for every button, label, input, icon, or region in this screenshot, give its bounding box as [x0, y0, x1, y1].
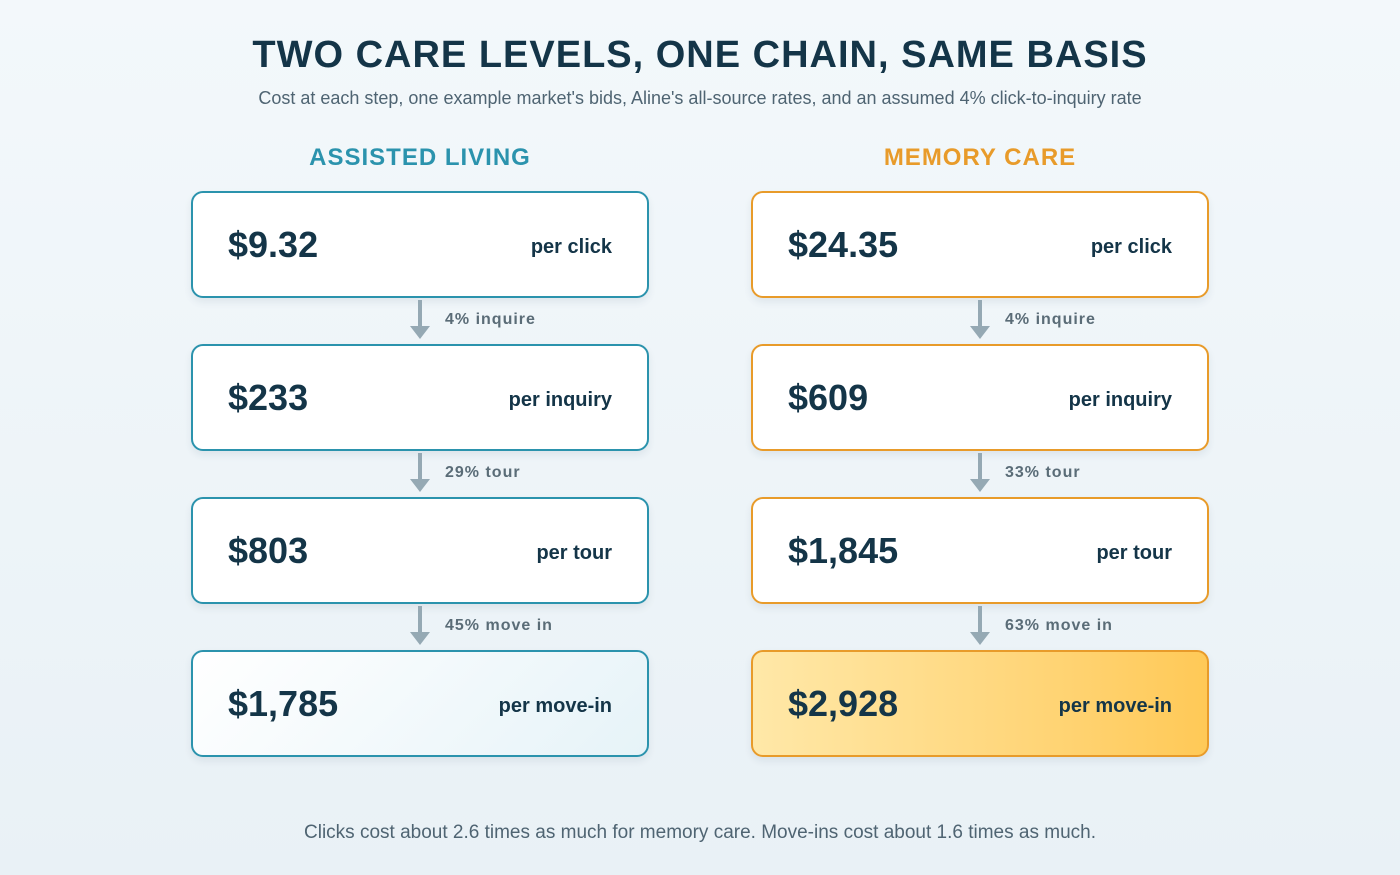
step-amount: $233: [228, 376, 309, 418]
arrow-down-icon: [970, 632, 990, 645]
al-step-card-per-move-in: $1,785 per move-in: [191, 650, 649, 757]
al-step-card-per-inquiry: $233 per inquiry: [191, 344, 649, 451]
column-header-assisted-living: ASSISTED LIVING: [309, 144, 531, 171]
mc-step-card-per-inquiry: $609 per inquiry: [751, 344, 1209, 451]
conversion-rate-label: 4% inquire: [445, 311, 536, 328]
step-amount: $1,845: [788, 529, 899, 571]
conversion-rate-label: 33% tour: [1005, 464, 1081, 481]
conversion-rate-label: 29% tour: [445, 464, 521, 481]
connector-line: [978, 453, 982, 481]
al-connector-inquire: 4% inquire: [191, 298, 649, 344]
chart-subtitle: Cost at each step, one example market's …: [258, 88, 1142, 108]
step-unit: per tour: [536, 542, 612, 564]
chart-title: TWO CARE LEVELS, ONE CHAIN, SAME BASIS: [252, 34, 1148, 76]
memory-care-steps: $24.35 per click 4% inquire $609 per inq…: [751, 191, 1209, 757]
connector-line: [418, 453, 422, 481]
mc-step-card-per-move-in: $2,928 per move-in: [751, 650, 1209, 757]
step-amount: $24.35: [788, 223, 899, 265]
step-unit: per inquiry: [1068, 389, 1172, 411]
arrow-down-icon: [970, 479, 990, 492]
step-unit: per click: [1090, 236, 1172, 258]
step-unit: per tour: [1096, 542, 1172, 564]
step-unit: per move-in: [498, 695, 612, 717]
conversion-rate-label: 63% move in: [1005, 617, 1113, 634]
conversion-rate-label: 45% move in: [445, 617, 553, 634]
column-header-memory-care: MEMORY CARE: [883, 144, 1077, 171]
connector-line: [978, 300, 982, 328]
al-connector-move-in: 45% move in: [191, 604, 649, 650]
arrow-down-icon: [410, 632, 430, 645]
footnote: Clicks cost about 2.6 times as much for …: [304, 822, 1096, 843]
mc-connector-tour: 33% tour: [751, 451, 1209, 497]
mc-connector-inquire: 4% inquire: [751, 298, 1209, 344]
mc-connector-move-in: 63% move in: [751, 604, 1209, 650]
mc-step-card-per-tour: $1,845 per tour: [751, 497, 1209, 604]
memory-care-column: MEMORY CARE $24.35 per click 4% inquire …: [751, 140, 1209, 757]
step-amount: $1,785: [228, 682, 339, 724]
al-step-card-per-tour: $803 per tour: [191, 497, 649, 604]
arrow-down-icon: [970, 326, 990, 339]
assisted-living-column: ASSISTED LIVING $9.32 per click 4% inqui…: [191, 140, 649, 757]
connector-line: [978, 606, 982, 634]
step-amount: $803: [228, 529, 309, 571]
step-unit: per inquiry: [508, 389, 612, 411]
step-amount: $609: [788, 376, 869, 418]
al-step-card-per-click: $9.32 per click: [191, 191, 649, 298]
step-amount: $2,928: [788, 682, 899, 724]
assisted-living-steps: $9.32 per click 4% inquire $233 per inqu…: [191, 191, 649, 757]
al-connector-tour: 29% tour: [191, 451, 649, 497]
connector-line: [418, 300, 422, 328]
connector-line: [418, 606, 422, 634]
mc-step-card-per-click: $24.35 per click: [751, 191, 1209, 298]
step-unit: per click: [530, 236, 612, 258]
step-amount: $9.32: [228, 223, 319, 265]
arrow-down-icon: [410, 479, 430, 492]
conversion-rate-label: 4% inquire: [1005, 311, 1096, 328]
step-unit: per move-in: [1058, 695, 1172, 717]
arrow-down-icon: [410, 326, 430, 339]
